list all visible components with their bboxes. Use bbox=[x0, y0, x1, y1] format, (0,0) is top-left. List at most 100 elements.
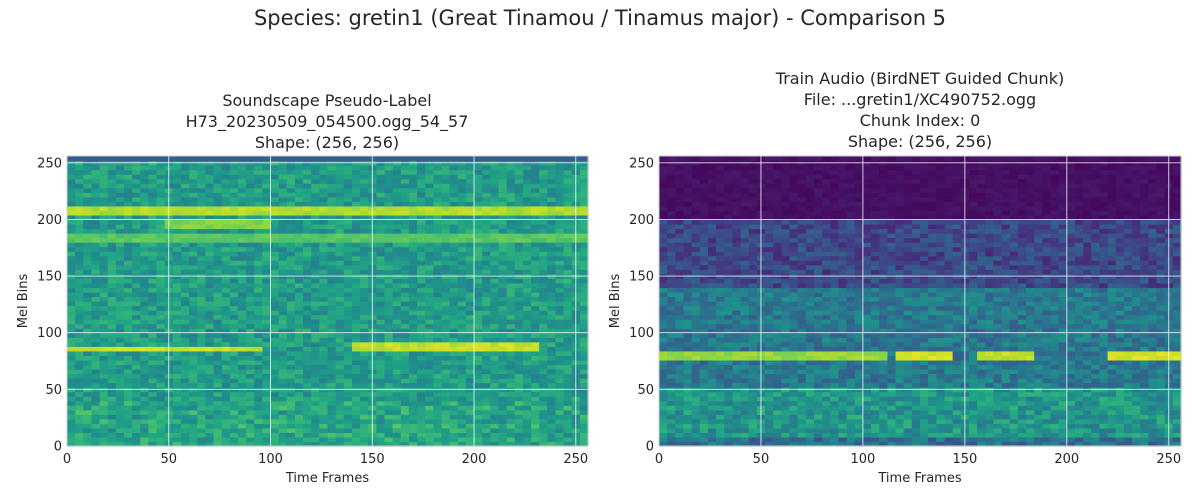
right-heatmap-cell bbox=[1034, 427, 1043, 434]
left-heatmap-cell bbox=[270, 427, 280, 434]
left-heatmap-cell bbox=[237, 282, 247, 289]
left-heatmap-cell bbox=[425, 269, 434, 275]
left-heatmap-cell bbox=[75, 368, 84, 375]
left-heatmap-cell bbox=[482, 346, 491, 352]
right-heatmap-cell bbox=[862, 396, 872, 402]
figure-suptitle: Species: gretin1 (Great Tinamou / Tinamu… bbox=[253, 6, 947, 30]
left-heatmap-cell bbox=[360, 328, 369, 334]
left-heatmap-cell bbox=[270, 287, 280, 293]
right-heatmap-cell bbox=[911, 418, 921, 424]
left-heatmap-cell bbox=[457, 418, 467, 424]
left-heatmap-cell bbox=[465, 291, 475, 298]
left-heatmap-cell bbox=[254, 364, 263, 370]
right-heatmap-cell bbox=[789, 382, 799, 388]
left-heatmap-cell bbox=[360, 278, 369, 284]
right-heatmap-cell bbox=[1026, 423, 1035, 429]
left-heatmap-cell bbox=[474, 310, 483, 316]
left-heatmap-cell bbox=[91, 355, 101, 361]
right-heatmap-cell bbox=[968, 396, 978, 402]
left-heatmap-cell bbox=[197, 296, 206, 302]
left-heatmap-cell bbox=[465, 436, 475, 443]
left-heatmap-cell bbox=[498, 378, 508, 384]
left-heatmap-cell bbox=[115, 269, 125, 275]
right-heatmap-cell bbox=[1132, 418, 1141, 424]
left-heatmap-cell bbox=[555, 355, 565, 361]
left-heatmap-cell bbox=[408, 359, 418, 366]
left-heatmap-cell bbox=[392, 382, 402, 388]
right-heatmap-cell bbox=[1058, 436, 1068, 443]
left-heatmap-cell bbox=[91, 364, 101, 370]
right-heatmap-cell bbox=[813, 405, 823, 411]
left-heatmap-cell bbox=[213, 441, 223, 447]
right-heatmap-cell bbox=[920, 391, 929, 397]
left-heatmap-cell bbox=[531, 427, 540, 434]
left-heatmap-cell bbox=[457, 396, 467, 402]
right-heatmap-cell bbox=[822, 409, 831, 415]
left-heatmap-cell bbox=[539, 405, 548, 411]
left-heatmap-cell bbox=[270, 291, 280, 298]
right-heatmap-cell bbox=[1099, 405, 1109, 411]
left-heatmap-cell bbox=[319, 400, 329, 406]
left-heatmap-cell bbox=[75, 409, 84, 415]
left-heatmap-cell bbox=[246, 378, 255, 384]
left-heatmap-cell bbox=[213, 378, 223, 384]
right-heatmap-cell bbox=[1009, 396, 1019, 402]
left-heatmap-cell bbox=[205, 378, 215, 384]
right-heatmap-cell bbox=[789, 432, 799, 438]
left-heatmap-cell bbox=[425, 378, 434, 384]
left-heatmap-cell bbox=[83, 364, 93, 370]
left-heatmap-cell bbox=[197, 373, 206, 379]
left-heatmap-cell bbox=[392, 409, 402, 415]
left-heatmap-cell bbox=[303, 409, 312, 415]
left-heatmap-cell bbox=[67, 323, 76, 329]
left-heatmap-cell bbox=[400, 382, 410, 388]
left-heatmap-cell bbox=[132, 296, 141, 302]
right-heatmap-cell bbox=[1107, 409, 1117, 415]
left-heatmap-cell bbox=[400, 414, 410, 420]
left-heatmap-cell bbox=[172, 432, 182, 438]
left-heatmap-cell bbox=[140, 282, 150, 289]
right-heatmap-cell bbox=[862, 436, 872, 443]
left-heatmap-cell bbox=[408, 405, 418, 411]
right-heatmap-cell bbox=[1066, 400, 1076, 406]
left-heatmap-cell bbox=[140, 323, 150, 329]
left-heatmap-cell bbox=[490, 269, 500, 275]
right-heatmap-cell bbox=[667, 432, 676, 438]
left-heatmap-cell bbox=[319, 278, 329, 284]
left-heatmap-cell bbox=[172, 418, 182, 424]
left-heatmap-cell bbox=[99, 319, 109, 325]
right-heatmap-cell bbox=[773, 414, 782, 420]
left-heatmap-cell bbox=[140, 328, 150, 334]
left-heatmap-cell bbox=[123, 328, 133, 334]
right-heatmap-cell bbox=[667, 382, 676, 388]
left-heatmap-cell bbox=[180, 310, 190, 316]
left-heatmap-cell bbox=[254, 287, 263, 293]
right-heatmap-cell bbox=[1107, 423, 1117, 429]
left-heatmap-cell bbox=[417, 346, 426, 352]
left-heatmap-cell bbox=[319, 373, 329, 379]
left-heatmap-cell bbox=[270, 441, 280, 447]
left-heatmap-cell bbox=[327, 269, 337, 275]
left-heatmap-cell bbox=[156, 305, 166, 311]
left-heatmap-cell bbox=[254, 391, 263, 397]
left-heatmap-cell bbox=[563, 278, 573, 284]
left-heatmap-cell bbox=[457, 346, 467, 352]
left-heatmap-cell bbox=[400, 355, 410, 361]
left-heatmap-cell bbox=[343, 282, 353, 289]
left-heatmap-cell bbox=[327, 378, 337, 384]
left-heatmap-cell bbox=[294, 427, 304, 434]
left-heatmap-cell bbox=[506, 359, 516, 366]
left-heatmap-cell bbox=[408, 350, 418, 356]
right-heatmap-cell bbox=[920, 418, 929, 424]
right-heatmap-cell bbox=[968, 405, 978, 411]
right-heatmap-cell bbox=[830, 414, 840, 420]
left-heatmap-cell bbox=[123, 432, 133, 438]
left-heatmap-cell bbox=[197, 328, 206, 334]
left-heatmap-cell bbox=[351, 400, 361, 406]
left-heatmap-cell bbox=[335, 427, 345, 434]
left-heatmap-cell bbox=[278, 378, 288, 384]
left-heatmap-cell bbox=[205, 346, 215, 352]
left-heatmap-cell bbox=[132, 432, 141, 438]
left-heatmap-cell bbox=[286, 282, 296, 289]
left-heatmap-cell bbox=[531, 310, 540, 316]
